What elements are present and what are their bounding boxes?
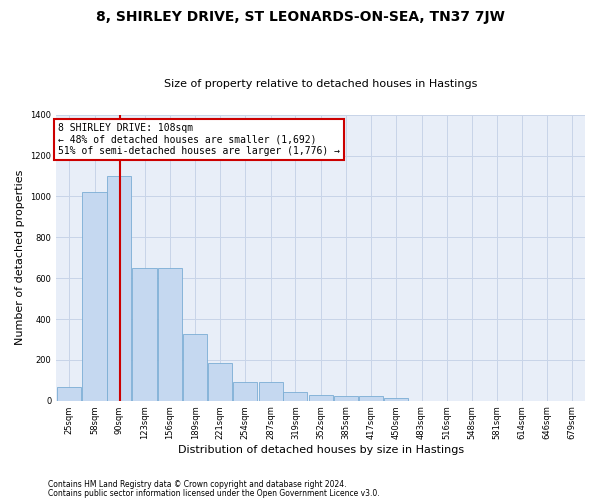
Text: Contains public sector information licensed under the Open Government Licence v3: Contains public sector information licen… [48,488,380,498]
Bar [107,176,131,400]
Text: 8 SHIRLEY DRIVE: 108sqm
← 48% of detached houses are smaller (1,692)
51% of semi: 8 SHIRLEY DRIVE: 108sqm ← 48% of detache… [58,123,340,156]
X-axis label: Distribution of detached houses by size in Hastings: Distribution of detached houses by size … [178,445,464,455]
Text: Contains HM Land Registry data © Crown copyright and database right 2024.: Contains HM Land Registry data © Crown c… [48,480,347,489]
Bar [183,334,208,400]
Bar [233,382,257,400]
Text: 8, SHIRLEY DRIVE, ST LEONARDS-ON-SEA, TN37 7JW: 8, SHIRLEY DRIVE, ST LEONARDS-ON-SEA, TN… [95,10,505,24]
Bar [384,398,408,400]
Bar [158,268,182,400]
Bar [308,394,333,400]
Bar [259,382,283,400]
Bar [208,363,232,401]
Bar [334,396,358,400]
Y-axis label: Number of detached properties: Number of detached properties [15,170,25,346]
Bar [359,396,383,400]
Bar [133,268,157,400]
Bar [57,388,81,400]
Bar [82,192,107,400]
Title: Size of property relative to detached houses in Hastings: Size of property relative to detached ho… [164,79,478,89]
Bar [283,392,307,400]
